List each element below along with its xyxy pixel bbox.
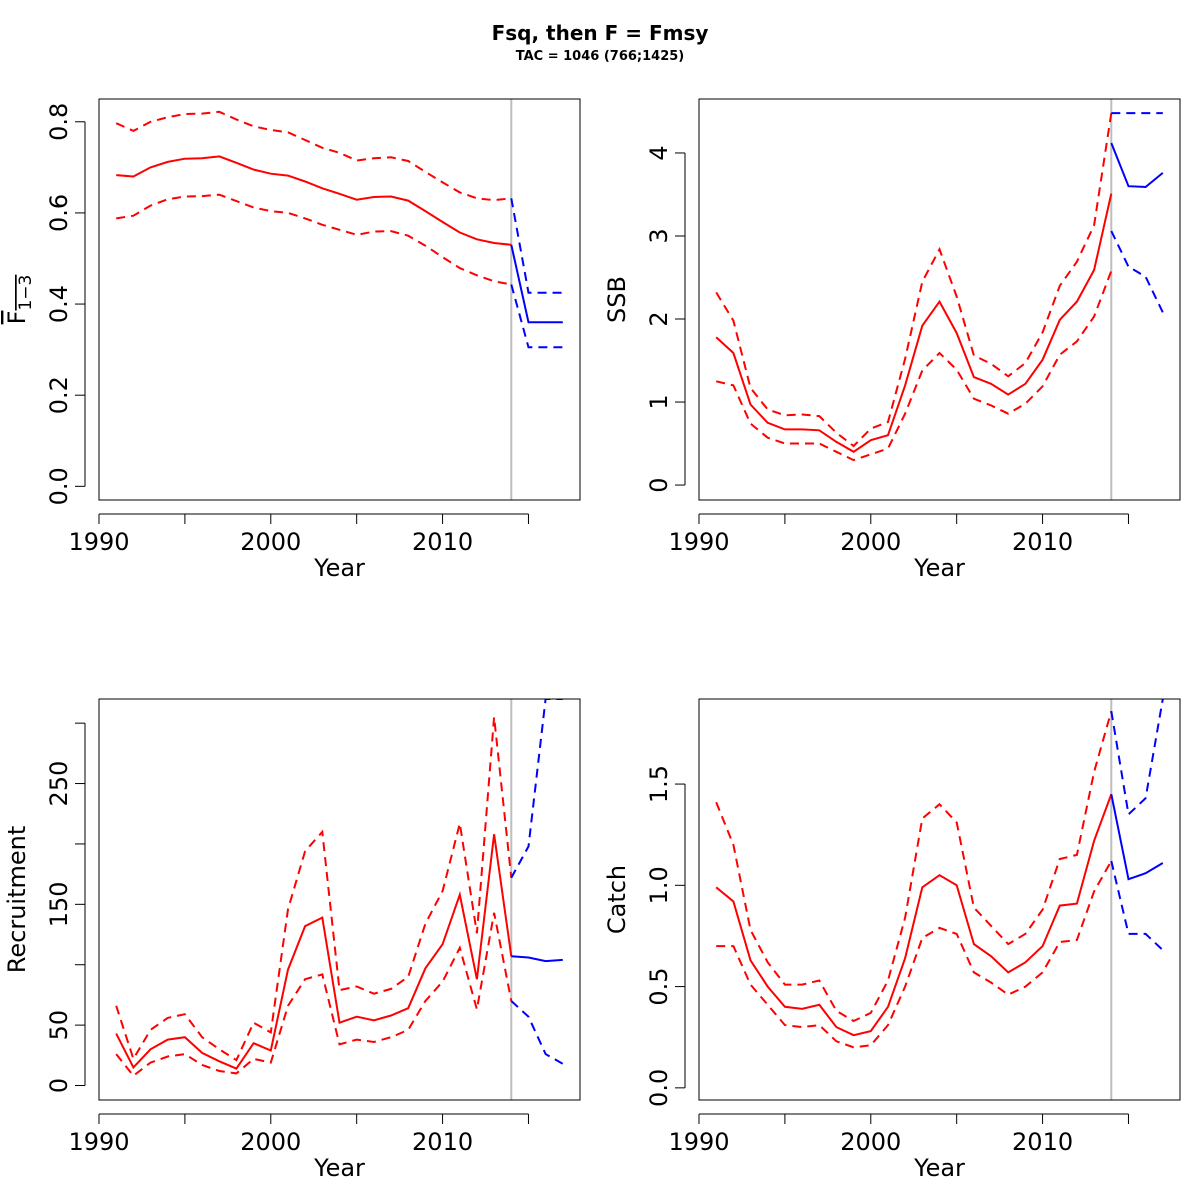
y-axis-label: F1−3 (3, 275, 36, 325)
plot-area (115, 699, 564, 1100)
plot-area (715, 99, 1164, 500)
historical-estimate-line (115, 834, 513, 1070)
y-tick-label: 250 (45, 761, 73, 807)
x-axis-label: Year (913, 1154, 965, 1182)
x-tick-label: 2000 (840, 1128, 901, 1156)
historical-estimate-line (116, 155, 512, 246)
y-tick-label: 0.0 (45, 467, 73, 505)
x-tick-label: 2010 (412, 1128, 473, 1156)
y-axis-label: SSB (603, 276, 631, 323)
y-tick-label: 0.4 (45, 285, 73, 323)
historical-lower-bound-line (116, 193, 512, 286)
historical-estimate-line (715, 793, 1113, 1037)
chart-subtitle: TAC = 1046 (766;1425) (516, 49, 685, 64)
x-tick-label: 2010 (412, 528, 473, 556)
historical-upper-bound-line (115, 110, 512, 202)
y-tick-label: 0.2 (45, 376, 73, 414)
y-tick-label: 0 (45, 1078, 73, 1093)
x-tick-label: 2010 (1012, 1128, 1073, 1156)
x-tick-label: 1990 (68, 1128, 129, 1156)
projection-lower-bound-line (1110, 860, 1164, 951)
projection-lower-bound-line (510, 1000, 564, 1065)
plot-frame (698, 698, 1181, 1101)
y-tick-label: 3 (645, 228, 673, 243)
historical-upper-bound-line (715, 710, 1113, 1023)
y-tick-label: 2 (645, 311, 673, 326)
panel-catch: 1990 2000 2010 Year 0.0 0.5 1.0 1.5 Catch (603, 698, 1181, 1182)
projection-estimate-line (1110, 794, 1164, 881)
historical-lower-bound-line (715, 270, 1113, 462)
projection-lower-bound-line (1110, 230, 1164, 313)
projection-upper-bound-line (510, 699, 563, 879)
x-tick-label: 2000 (240, 528, 301, 556)
historical-lower-bound-line (716, 860, 1113, 1049)
plot-area (715, 699, 1164, 1100)
projection-estimate-line (511, 955, 563, 963)
y-axis-label: Catch (603, 865, 631, 934)
x-axis-label: Year (913, 554, 965, 582)
historical-upper-bound-line (115, 716, 513, 1062)
plot-frame (98, 98, 581, 501)
y-tick-label: 4 (645, 145, 673, 160)
plot-frame (98, 698, 581, 1101)
y-tick-label: 0.8 (45, 103, 73, 141)
y-tick-label: 50 (45, 1010, 73, 1041)
plot-frame (698, 98, 1181, 501)
y-tick-label: 1 (645, 394, 673, 409)
x-tick-label: 1990 (668, 528, 729, 556)
x-tick-label: 2000 (840, 528, 901, 556)
y-tick-label: 0.0 (645, 1069, 673, 1107)
y-tick-label: 1.0 (645, 866, 673, 904)
panel-ssb: 1990 2000 2010 Year 0 1 2 3 4 SSB (603, 98, 1181, 582)
chart-title: Fsq, then F = Fmsy (492, 21, 709, 45)
historical-estimate-line (715, 193, 1113, 453)
x-tick-label: 2000 (240, 1128, 301, 1156)
projection-estimate-line (510, 244, 563, 324)
y-tick-label: 0.6 (45, 194, 73, 232)
projection-upper-bound-line (1110, 699, 1164, 817)
x-tick-label: 1990 (68, 528, 129, 556)
panel-recruitment: 1990 2000 2010 Year 0 50 150 250 Recruitment (3, 698, 581, 1182)
plot-area (115, 99, 563, 500)
panel-fbar: 1990 2000 2010 Year 0.0 0.2 0.4 0.6 0.8 F1−3 (3, 98, 581, 582)
y-tick-label: 0.5 (645, 967, 673, 1005)
y-axis-label-subscript: 1−3 (16, 275, 36, 311)
x-axis-label: Year (313, 554, 365, 582)
x-tick-label: 2010 (1012, 528, 1073, 556)
y-axis-label: Recruitment (3, 826, 31, 973)
x-tick-label: 1990 (668, 1128, 729, 1156)
historical-lower-bound-line (115, 912, 513, 1078)
x-axis-label: Year (313, 1154, 365, 1182)
projection-estimate-line (1110, 142, 1164, 189)
projection-upper-bound-line (510, 198, 563, 294)
y-tick-label: 0 (645, 477, 673, 492)
y-tick-label: 150 (45, 881, 73, 927)
historical-upper-bound-line (715, 112, 1113, 448)
y-tick-label: 1.5 (645, 765, 673, 803)
projection-lower-bound-line (510, 284, 563, 349)
